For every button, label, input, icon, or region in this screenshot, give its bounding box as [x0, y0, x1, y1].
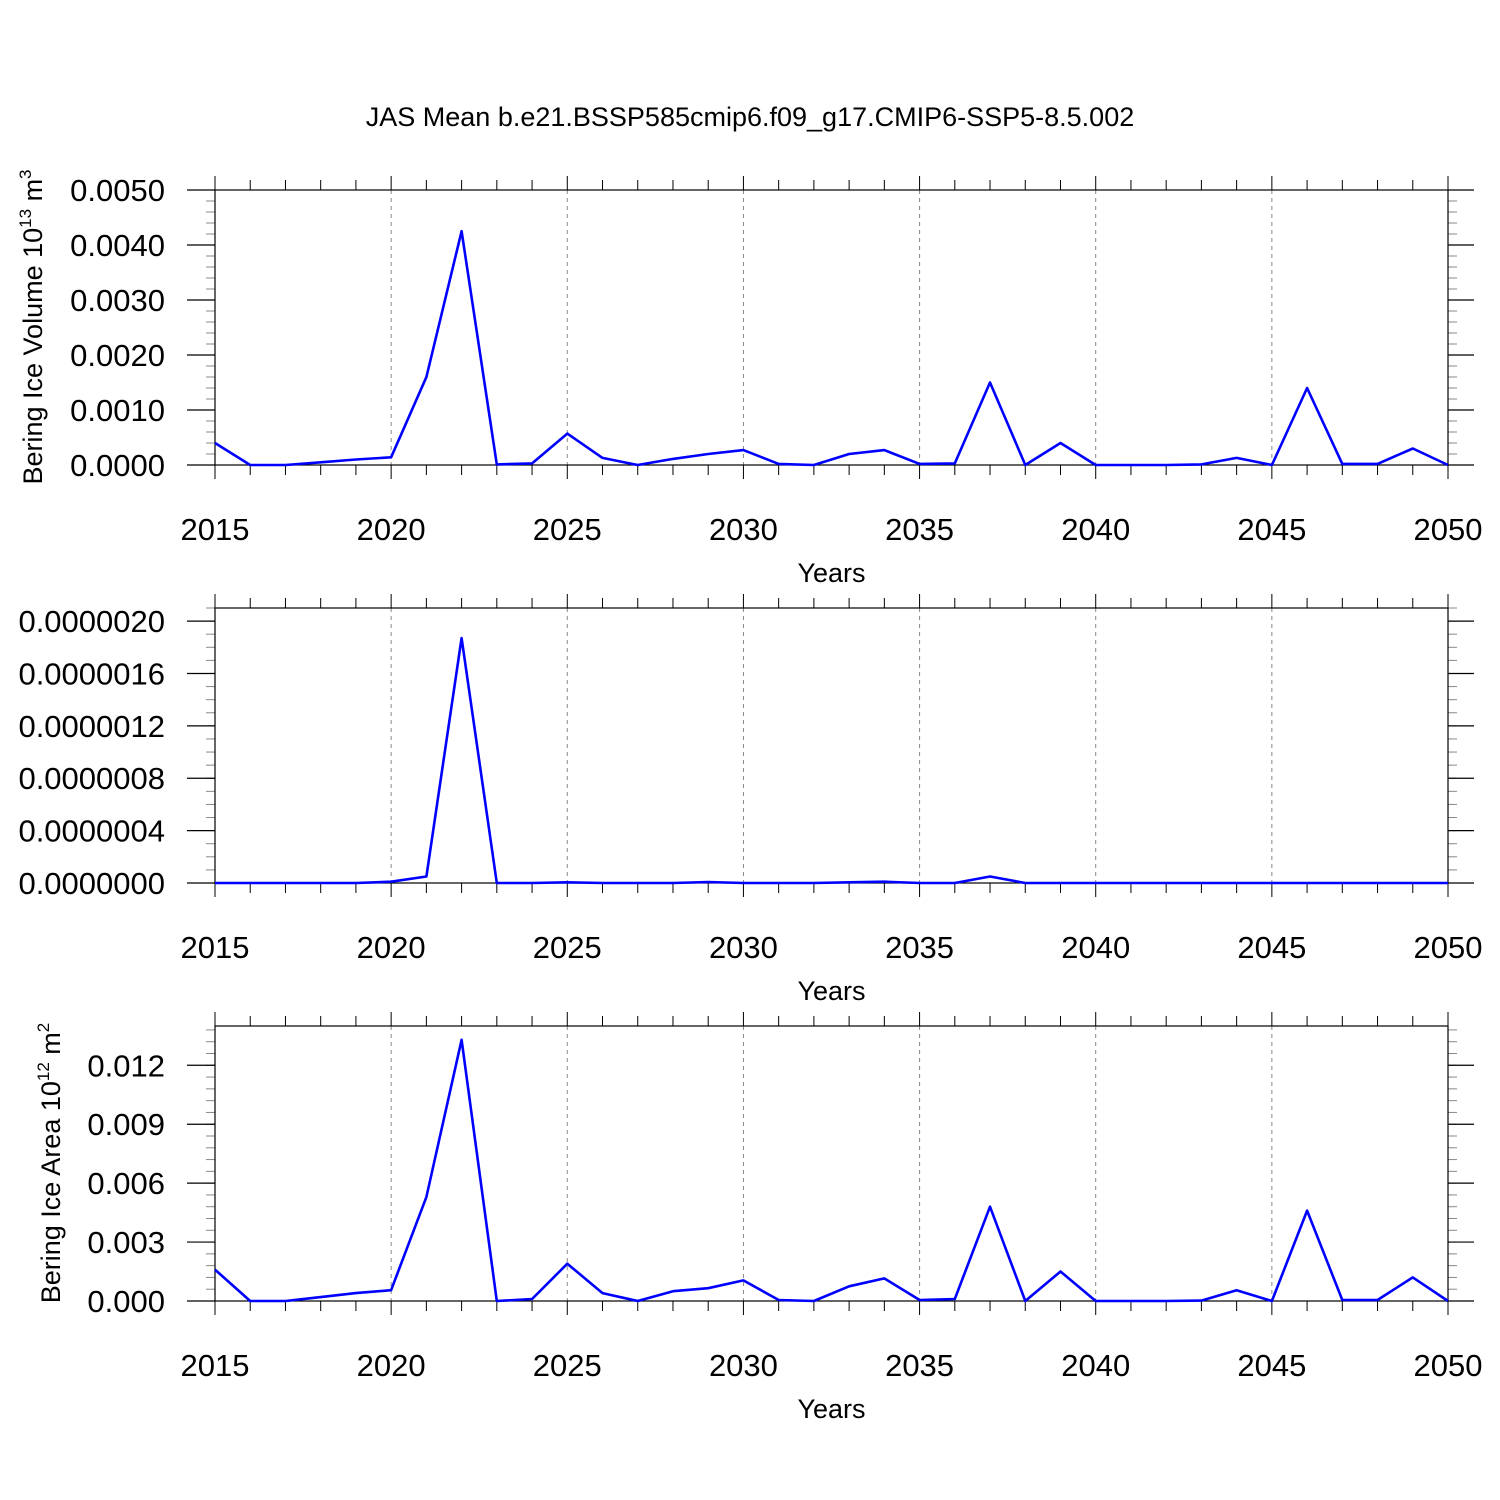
panel-2: 0.0000000 0.0000004 0.0000008 0.0000012 0.00… [18, 594, 1482, 1006]
y-tick-label: 0.009 [87, 1107, 165, 1142]
y-axis-title: Bering Ice Volume 1013 m3 [16, 169, 48, 484]
x-tick-label: 2020 [357, 512, 426, 547]
x-tick-label: 2040 [1061, 930, 1130, 965]
series-line-1 [214, 229, 1449, 467]
x-tick-label: 2040 [1061, 1348, 1130, 1383]
x-tick-label: 2020 [357, 1348, 426, 1383]
x-tick-label: 2045 [1237, 512, 1306, 547]
x-tick-label: 2025 [533, 1348, 602, 1383]
panel-3: 0.000 0.003 0.006 0.009 0.012 2015 2020 2025 203… [34, 1012, 1482, 1424]
y-tick-label: 0.006 [87, 1166, 165, 1201]
y-tick-label: 0.0000 [70, 448, 165, 483]
main-title: JAS Mean b.e21.BSSP585cmip6.f09_g17.CMIP… [366, 102, 1134, 132]
y-tick-label: 0.0000004 [18, 814, 165, 849]
x-tick-label: 2015 [181, 1348, 250, 1383]
y-tick-label: 0.0000020 [18, 604, 165, 639]
plot-frame [214, 1025, 1449, 1302]
x-tick-label: 2050 [1414, 930, 1483, 965]
x-tick-label: 2035 [885, 512, 954, 547]
x-tick-label: 2045 [1237, 1348, 1306, 1383]
x-tick-label: 2050 [1414, 1348, 1483, 1383]
x-tick-label: 2025 [533, 930, 602, 965]
y-tick-label: 0.0000008 [18, 761, 165, 796]
x-tick-label: 2030 [709, 512, 778, 547]
x-tick-label: 2030 [709, 1348, 778, 1383]
y-tick-label: 0.0000000 [18, 866, 165, 901]
plot-frame [214, 189, 1449, 466]
x-tick-label: 2020 [357, 930, 426, 965]
x-tick-label: 2040 [1061, 512, 1130, 547]
y-tick-label: 0.0020 [70, 338, 165, 373]
x-axis-title: Years [797, 976, 865, 1006]
x-tick-label: 2035 [885, 1348, 954, 1383]
y-tick-label: 0.000 [87, 1284, 165, 1319]
x-tick-label: 2035 [885, 930, 954, 965]
x-tick-label: 2015 [181, 512, 250, 547]
panel-1: 0.0000 0.0010 0.0020 0.0030 0.0040 0.0050 2015… [16, 169, 1482, 588]
y-tick-label: 0.0000012 [18, 709, 165, 744]
series-line-1 [215, 636, 1448, 885]
x-axis-title: Years [797, 558, 865, 588]
x-tick-label: 2015 [181, 930, 250, 965]
y-tick-label: 0.0000016 [18, 656, 165, 691]
y-tick-label: 0.003 [87, 1225, 165, 1260]
y-tick-label: 0.0010 [70, 393, 165, 428]
y-tick-label: 0.0050 [70, 173, 165, 208]
y-axis-title: Bering Ice Area 1012 m2 [34, 1023, 66, 1304]
series-line-1 [214, 1038, 1449, 1303]
x-tick-label: 2025 [533, 512, 602, 547]
y-tick-label: 0.012 [87, 1048, 165, 1083]
x-tick-label: 2030 [709, 930, 778, 965]
x-axis-title: Years [797, 1394, 865, 1424]
x-tick-label: 2045 [1237, 930, 1306, 965]
x-tick-label: 2050 [1414, 512, 1483, 547]
y-tick-label: 0.0030 [70, 283, 165, 318]
y-tick-label: 0.0040 [70, 228, 165, 263]
panels: 0.0000 0.0010 0.0020 0.0030 0.0040 0.0050 2015… [16, 169, 1482, 1424]
plot-frame [214, 607, 1449, 884]
